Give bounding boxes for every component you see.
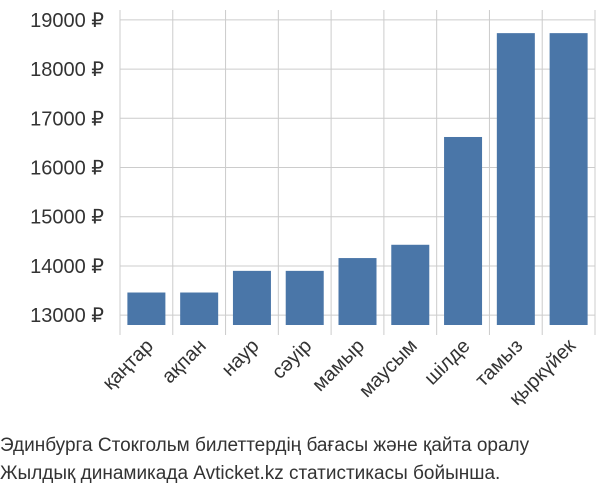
y-tick-label: 16000 ₽ xyxy=(30,158,104,180)
x-category-label: ақпан xyxy=(158,335,211,388)
y-tick-label: 18000 ₽ xyxy=(30,59,104,81)
x-category-label: наур xyxy=(218,335,264,381)
bar-7 xyxy=(496,33,535,325)
x-category-label: шілде xyxy=(420,335,474,389)
y-tick-label: 17000 ₽ xyxy=(30,108,104,130)
caption-line-1: Эдинбурга Стокгольм билеттердің бағасы ж… xyxy=(0,435,530,456)
x-category-label: маусым xyxy=(355,335,422,402)
bar-6 xyxy=(444,136,483,325)
bar-3 xyxy=(285,270,324,325)
y-tick-label: 19000 ₽ xyxy=(30,10,104,32)
bar-1 xyxy=(180,292,219,325)
bar-4 xyxy=(338,258,377,325)
price-chart: 13000 ₽ 14000 ₽ 15000 ₽ 16000 ₽ 17000 ₽ 18000… xyxy=(30,10,596,410)
bar-5 xyxy=(391,244,430,325)
x-category-label: қаңтар xyxy=(98,335,157,394)
y-tick-label: 13000 ₽ xyxy=(30,305,104,327)
caption-line-2: Жылдық динамикада Avticket.kz статистика… xyxy=(0,463,501,484)
bar-0 xyxy=(127,292,166,325)
y-tick-label: 15000 ₽ xyxy=(30,207,104,229)
y-tick-label: 14000 ₽ xyxy=(30,256,104,278)
chart-svg: 13000 ₽ 14000 ₽ 15000 ₽ 16000 ₽ 17000 ₽ 18000… xyxy=(30,10,596,410)
chart-caption: Эдинбурга Стокгольм билеттердің бағасы ж… xyxy=(0,432,600,488)
x-category-label: сәуір xyxy=(268,335,317,384)
bar-2 xyxy=(232,270,271,325)
bar-8 xyxy=(549,33,588,325)
